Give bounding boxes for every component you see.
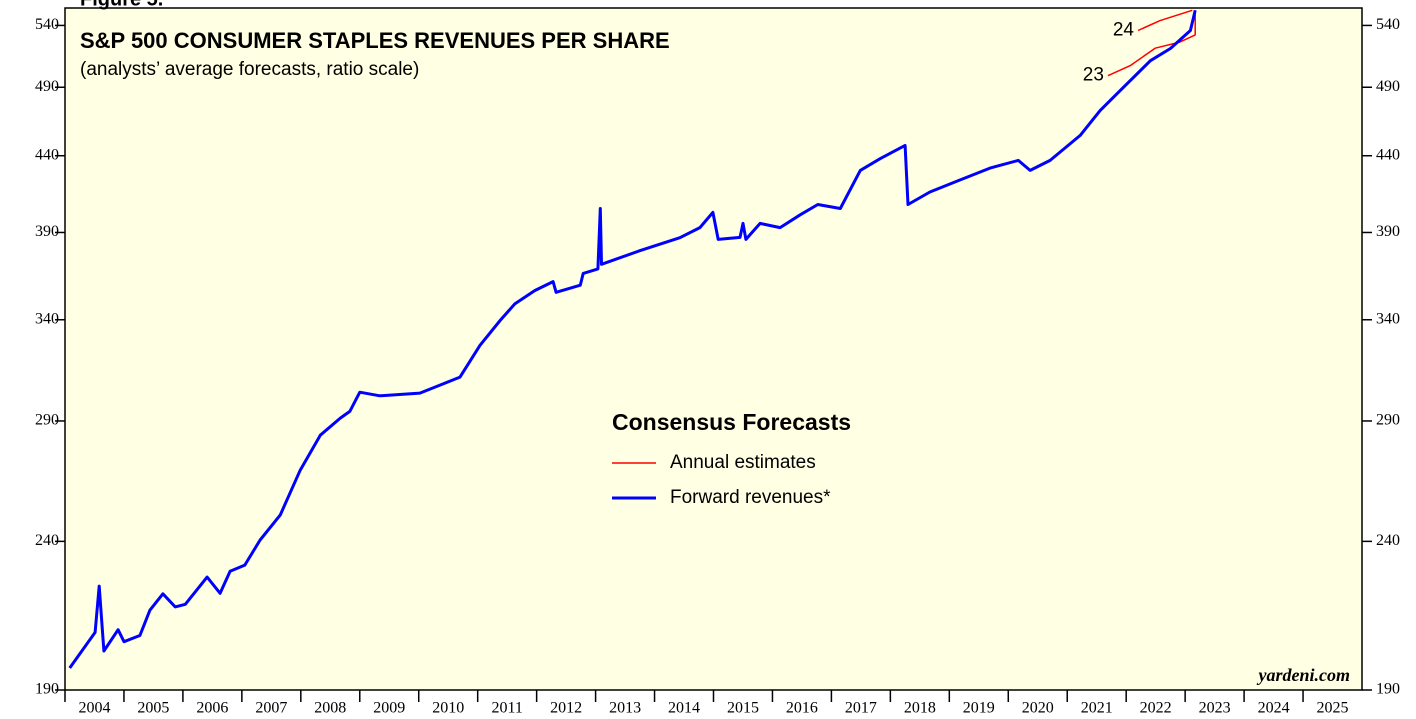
x-tick-label: 2006 (196, 700, 228, 717)
plot-area (64, 7, 1363, 691)
y2-tick-label: 540 (1376, 16, 1400, 33)
x-tick-label: 2013 (609, 700, 641, 717)
forward-line (68, 9, 1197, 669)
y-tick-label: 290 (35, 412, 59, 429)
y2-tick-label: 390 (1376, 223, 1400, 240)
estimate-label: 24 (1113, 20, 1135, 41)
x-tick-label: 2009 (373, 700, 405, 717)
x-tick-label: 2021 (1081, 700, 1113, 717)
x-tick-label: 2015 (727, 700, 759, 717)
source: yardeni.com (1257, 665, 1351, 685)
y-tick-label: 390 (35, 223, 59, 240)
chart-subtitle: (analysts’ average forecasts, ratio scal… (80, 59, 419, 80)
y-tick-label: 490 (35, 78, 59, 95)
y2-tick-label: 340 (1376, 310, 1400, 327)
y2-tick-label: 490 (1376, 78, 1400, 95)
y-tick-label: 440 (35, 146, 59, 163)
x-tick-label: 2010 (432, 700, 464, 717)
legend-label: Annual estimates (670, 452, 816, 473)
y2-tick-label: 290 (1376, 412, 1400, 429)
legend-label: Forward revenues* (670, 487, 831, 508)
x-tick-label: 2011 (491, 700, 522, 717)
x-tick-label: 2022 (1140, 700, 1172, 717)
y-tick-label: 540 (35, 16, 59, 33)
x-tick-label: 2012 (550, 700, 582, 717)
y2-tick-label: 190 (1376, 681, 1400, 698)
x-tick-label: 2004 (78, 700, 110, 717)
x-tick-label: 2025 (1317, 700, 1349, 717)
figure-label: Figure 5. (80, 0, 163, 10)
y2-tick-label: 440 (1376, 146, 1400, 163)
estimate-label: 23 (1083, 65, 1104, 86)
x-tick-label: 2008 (314, 700, 346, 717)
x-tick-label: 2018 (904, 700, 936, 717)
x-tick-label: 2019 (963, 700, 995, 717)
chart-title: S&P 500 CONSUMER STAPLES REVENUES PER SH… (80, 28, 670, 53)
x-tick-label: 2017 (845, 700, 877, 717)
y-tick-label: 340 (35, 310, 59, 327)
y-tick-label: 240 (35, 532, 59, 549)
y-tick-label: 190 (35, 681, 59, 698)
x-tick-label: 2016 (786, 700, 818, 717)
legend-title: Consensus Forecasts (612, 409, 851, 435)
x-tick-label: 2023 (1199, 700, 1231, 717)
y2-tick-label: 240 (1376, 532, 1400, 549)
x-tick-label: 2020 (1022, 700, 1054, 717)
x-tick-label: 2024 (1258, 700, 1290, 717)
x-tick-label: 2014 (668, 700, 700, 717)
x-tick-label: 2005 (137, 700, 169, 717)
estimate-line (1107, 10, 1196, 77)
x-tick-label: 2007 (255, 700, 287, 717)
estimate-line (1137, 9, 1193, 32)
